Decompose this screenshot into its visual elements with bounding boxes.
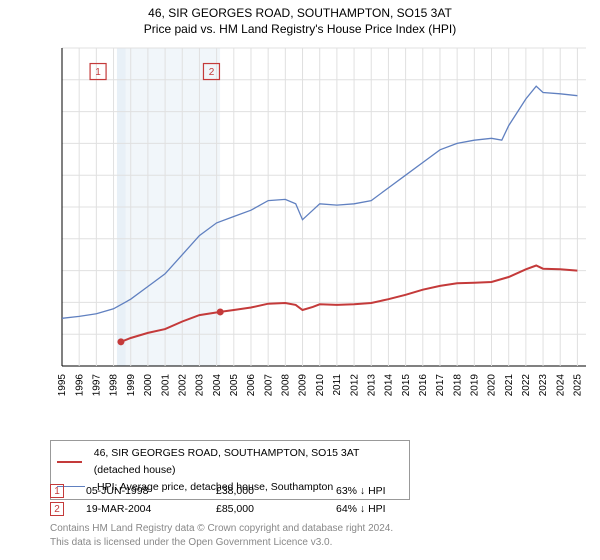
svg-text:2000: 2000 [143, 374, 154, 397]
transaction-price-1: £85,000 [216, 503, 336, 515]
svg-text:2007: 2007 [263, 374, 274, 397]
svg-text:1997: 1997 [92, 374, 103, 397]
svg-text:2: 2 [209, 67, 215, 78]
svg-text:2011: 2011 [332, 374, 343, 396]
transaction-row-1: 2 19-MAR-2004 £85,000 64% ↓ HPI [50, 500, 446, 518]
transaction-row-0: 1 05-JUN-1998 £38,000 63% ↓ HPI [50, 482, 446, 500]
svg-text:2005: 2005 [229, 374, 240, 397]
svg-text:2023: 2023 [538, 374, 549, 397]
svg-text:1996: 1996 [74, 374, 85, 397]
transaction-compare-1: 64% ↓ HPI [336, 503, 446, 515]
attribution-line2: This data is licensed under the Open Gov… [50, 536, 393, 550]
transaction-compare-0: 63% ↓ HPI [336, 485, 446, 497]
svg-text:2022: 2022 [521, 374, 532, 397]
svg-text:2009: 2009 [298, 374, 309, 397]
chart-header: 46, SIR GEORGES ROAD, SOUTHAMPTON, SO15 … [0, 0, 600, 36]
transaction-date-1: 19-MAR-2004 [86, 503, 216, 515]
svg-text:2006: 2006 [246, 374, 257, 397]
legend-entry-0: 46, SIR GEORGES ROAD, SOUTHAMPTON, SO15 … [57, 445, 403, 479]
transactions-table: 1 05-JUN-1998 £38,000 63% ↓ HPI 2 19-MAR… [50, 482, 446, 518]
svg-text:1999: 1999 [126, 374, 137, 397]
svg-text:2003: 2003 [195, 374, 206, 397]
svg-text:1: 1 [95, 67, 101, 78]
legend-label-0: 46, SIR GEORGES ROAD, SOUTHAMPTON, SO15 … [94, 445, 403, 479]
svg-text:2008: 2008 [281, 374, 292, 397]
svg-text:2025: 2025 [573, 374, 584, 397]
svg-text:2024: 2024 [555, 374, 566, 397]
transaction-marker-0: 1 [50, 484, 64, 498]
legend-swatch-0 [57, 461, 82, 463]
svg-text:2015: 2015 [401, 374, 412, 397]
svg-text:2001: 2001 [160, 374, 171, 397]
svg-text:2013: 2013 [366, 374, 377, 397]
chart-title: 46, SIR GEORGES ROAD, SOUTHAMPTON, SO15 … [0, 6, 600, 20]
chart-svg: £0£50K£100K£150K£200K£250K£300K£350K£400… [50, 44, 590, 414]
chart-plot: £0£50K£100K£150K£200K£250K£300K£350K£400… [50, 44, 590, 414]
svg-text:2019: 2019 [470, 374, 481, 397]
transaction-marker-1: 2 [50, 502, 64, 516]
attribution-line1: Contains HM Land Registry data © Crown c… [50, 522, 393, 536]
transaction-price-0: £38,000 [216, 485, 336, 497]
svg-text:2010: 2010 [315, 374, 326, 397]
svg-text:1995: 1995 [57, 374, 68, 397]
chart-subtitle: Price paid vs. HM Land Registry's House … [0, 22, 600, 36]
chart-container: 46, SIR GEORGES ROAD, SOUTHAMPTON, SO15 … [0, 0, 600, 560]
svg-text:2016: 2016 [418, 374, 429, 397]
svg-text:2002: 2002 [177, 374, 188, 397]
attribution: Contains HM Land Registry data © Crown c… [50, 522, 393, 549]
svg-text:2012: 2012 [349, 374, 360, 397]
svg-text:1998: 1998 [109, 374, 120, 397]
svg-text:2017: 2017 [435, 374, 446, 397]
svg-text:2014: 2014 [384, 374, 395, 397]
transaction-date-0: 05-JUN-1998 [86, 485, 216, 497]
svg-text:2020: 2020 [487, 374, 498, 397]
svg-text:2018: 2018 [452, 374, 463, 397]
svg-text:2004: 2004 [212, 374, 223, 397]
svg-text:2021: 2021 [504, 374, 515, 397]
